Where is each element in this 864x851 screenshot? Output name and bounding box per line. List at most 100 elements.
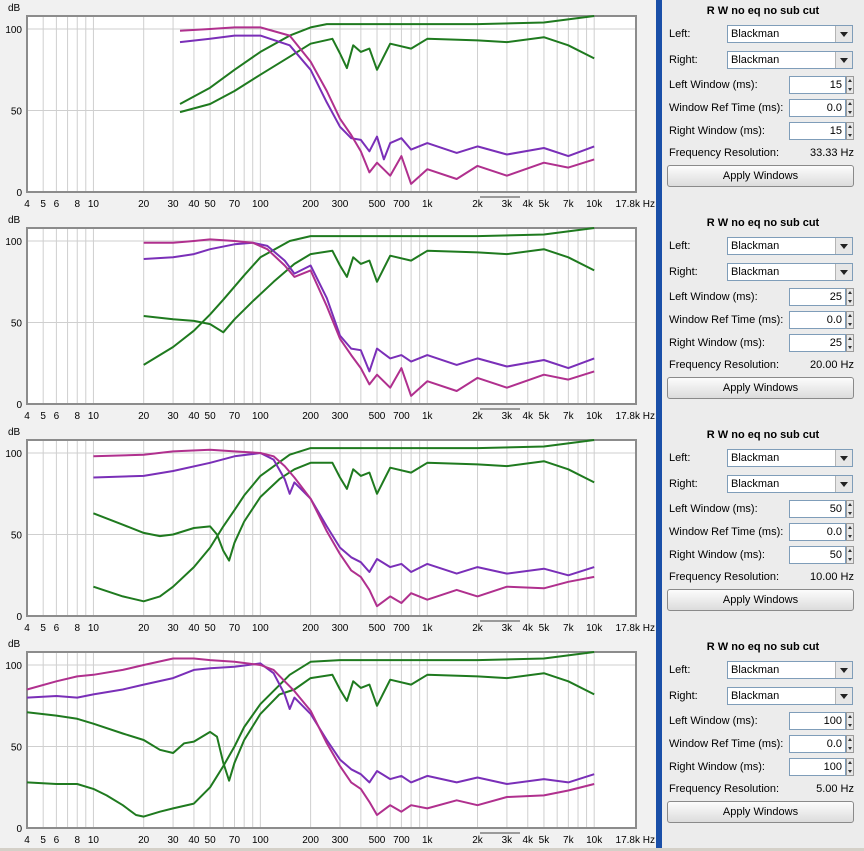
left-window-type-select[interactable]: Blackman [727, 25, 853, 43]
ref-time-stepper[interactable]: 0.0 [789, 99, 854, 117]
left-window-stepper[interactable]: 100 [789, 712, 854, 730]
left-window-type-label: Left: [669, 28, 691, 40]
spin-arrows-icon[interactable] [846, 546, 854, 564]
right-window-type-select[interactable]: Blackman [727, 263, 853, 281]
left-window-type-select[interactable]: Blackman [727, 237, 853, 255]
y-tick-label: 50 [11, 107, 23, 118]
chevron-down-icon[interactable] [835, 476, 852, 492]
right-window-input[interactable]: 100 [789, 758, 846, 776]
left-window-type-select[interactable]: Blackman [727, 661, 853, 679]
panel-divider[interactable] [656, 424, 662, 636]
right-window-type-select[interactable]: Blackman [727, 687, 853, 705]
ref-time-input[interactable]: 0.0 [789, 735, 846, 753]
panel-title: R W no eq no sub cut [706, 5, 820, 17]
panel-divider[interactable] [656, 636, 662, 848]
x-tick-label: 1k [422, 835, 434, 846]
ref-time-input[interactable]: 0.0 [789, 311, 846, 329]
left-window-type-label: Left: [669, 452, 691, 464]
spin-arrows-icon[interactable] [846, 76, 854, 94]
x-tick-label: 700 [393, 623, 410, 634]
right-window-stepper[interactable]: 100 [789, 758, 854, 776]
right-window-label: Right Window (ms): [669, 549, 765, 561]
right-window-type-select[interactable]: Blackman [727, 51, 853, 69]
panel-divider[interactable] [656, 0, 662, 212]
y-tick-label: 50 [11, 319, 23, 330]
spin-arrows-icon[interactable] [846, 523, 854, 541]
left-window-input[interactable]: 25 [789, 288, 846, 306]
x-tick-label: 7k [563, 199, 575, 210]
x-tick-label: 500 [369, 835, 386, 846]
x-tick-label: 100 [252, 199, 269, 210]
right-window-input[interactable]: 25 [789, 334, 846, 352]
left-window-stepper[interactable]: 25 [789, 288, 854, 306]
spin-arrows-icon[interactable] [846, 334, 854, 352]
chevron-down-icon[interactable] [835, 238, 852, 254]
spin-arrows-icon[interactable] [846, 311, 854, 329]
plot-background [27, 16, 636, 192]
right-window-stepper[interactable]: 25 [789, 334, 854, 352]
x-tick-label: 5 [40, 411, 46, 422]
apply-windows-button[interactable]: Apply Windows [667, 165, 854, 187]
chevron-down-icon[interactable] [835, 688, 852, 704]
x-tick-label: 4k [522, 623, 534, 634]
spin-arrows-icon[interactable] [846, 99, 854, 117]
panel-divider[interactable] [656, 212, 662, 424]
spin-arrows-icon[interactable] [846, 122, 854, 140]
x-tick-label: 50 [205, 623, 217, 634]
x-tick-label: 3k [502, 411, 514, 422]
left-window-stepper[interactable]: 15 [789, 76, 854, 94]
apply-windows-button[interactable]: Apply Windows [667, 801, 854, 823]
x-tick-label: 500 [369, 199, 386, 210]
apply-windows-button[interactable]: Apply Windows [667, 589, 854, 611]
x-tick-label: 10 [88, 623, 100, 634]
frequency-response-chart[interactable]: dB 100 50 0 4 5 6 8 10 20 30 40 50 70 100 200 300 500 700 1… [0, 0, 656, 212]
ir-window-panel: R W no eq no sub cut Left: Blackman Righ… [662, 212, 864, 424]
spin-arrows-icon[interactable] [846, 288, 854, 306]
frequency-response-chart[interactable]: dB 100 50 0 4 5 6 8 10 20 30 40 50 70 100 200 300 500 700 1… [0, 636, 656, 848]
ref-time-stepper[interactable]: 0.0 [789, 735, 854, 753]
y-tick-label: 100 [5, 237, 22, 248]
right-window-input[interactable]: 50 [789, 546, 846, 564]
panel-title: R W no eq no sub cut [706, 429, 820, 441]
x-tick-label: 5k [539, 411, 551, 422]
x-tick-label: 1k [422, 623, 434, 634]
left-window-label: Left Window (ms): [669, 79, 758, 91]
right-window-stepper[interactable]: 15 [789, 122, 854, 140]
x-tick-label: 30 [168, 835, 180, 846]
ref-time-stepper[interactable]: 0.0 [789, 523, 854, 541]
left-window-label: Left Window (ms): [669, 715, 758, 727]
right-window-label: Right Window (ms): [669, 337, 765, 349]
ref-time-input[interactable]: 0.0 [789, 523, 846, 541]
frequency-response-chart[interactable]: dB 100 50 0 4 5 6 8 10 20 30 40 50 70 100 200 300 500 700 1… [0, 424, 656, 636]
x-tick-label: 7k [563, 835, 575, 846]
chart-row: dB 100 50 0 4 5 6 8 10 20 30 40 50 70 100 200 300 500 700 1… [0, 636, 864, 848]
left-window-input[interactable]: 15 [789, 76, 846, 94]
x-tick-label: 700 [393, 411, 410, 422]
left-window-type-label: Left: [669, 240, 691, 252]
x-tick-label: 4 [24, 411, 30, 422]
chevron-down-icon[interactable] [835, 662, 852, 678]
spin-arrows-icon[interactable] [846, 712, 854, 730]
ref-time-input[interactable]: 0.0 [789, 99, 846, 117]
right-window-type-select[interactable]: Blackman [727, 475, 853, 493]
chevron-down-icon[interactable] [835, 52, 852, 68]
chevron-down-icon[interactable] [835, 450, 852, 466]
x-tick-label: 8 [74, 411, 80, 422]
right-window-stepper[interactable]: 50 [789, 546, 854, 564]
left-window-stepper[interactable]: 50 [789, 500, 854, 518]
left-window-type-select[interactable]: Blackman [727, 449, 853, 467]
ref-time-stepper[interactable]: 0.0 [789, 311, 854, 329]
left-window-input[interactable]: 50 [789, 500, 846, 518]
left-window-input[interactable]: 100 [789, 712, 846, 730]
chevron-down-icon[interactable] [835, 26, 852, 42]
left-window-label: Left Window (ms): [669, 291, 758, 303]
x-tick-label: 2k [472, 411, 484, 422]
series-line-purple [179, 34, 595, 161]
frequency-response-chart[interactable]: dB 100 50 0 4 5 6 8 10 20 30 40 50 70 100 200 300 500 700 1… [0, 212, 656, 424]
spin-arrows-icon[interactable] [846, 758, 854, 776]
chevron-down-icon[interactable] [835, 264, 852, 280]
spin-arrows-icon[interactable] [846, 735, 854, 753]
spin-arrows-icon[interactable] [846, 500, 854, 518]
apply-windows-button[interactable]: Apply Windows [667, 377, 854, 399]
right-window-input[interactable]: 15 [789, 122, 846, 140]
